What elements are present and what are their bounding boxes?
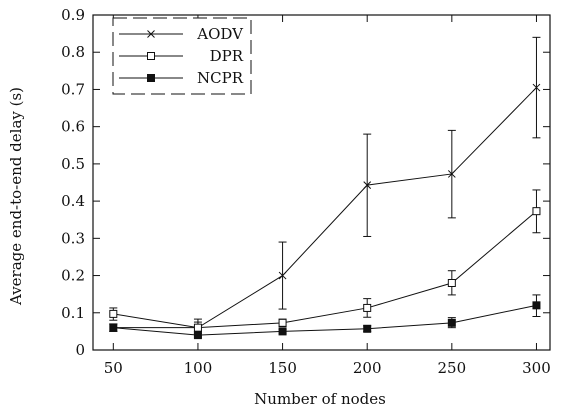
dpr-point (363, 303, 372, 312)
plot-frame (92, 14, 551, 351)
legend-label-aodv: AODV (196, 25, 244, 43)
dpr-point (532, 207, 541, 216)
series-ncpr (109, 294, 541, 340)
y-tick-label: 0.5 (61, 155, 85, 173)
y-tick-label: 0.1 (61, 304, 85, 322)
y-tick-label: 0.3 (61, 229, 85, 247)
legend-item-ncpr: NCPR (119, 69, 244, 87)
y-axis: 0 0.1 0.2 0.3 0.4 0.5 0.6 0.7 0.8 0.9 (61, 6, 550, 359)
x-tick-label: 300 (522, 359, 551, 377)
x-tick-label: 50 (104, 359, 123, 377)
y-tick-label: 0 (75, 341, 85, 359)
legend-marker-aodv (147, 30, 155, 38)
ncpr-point (278, 327, 287, 336)
y-tick-label: 0.8 (61, 43, 85, 61)
aodv-point (363, 181, 372, 189)
y-axis-label: Average end-to-end delay (s) (7, 87, 25, 306)
legend-marker-aodv-stroke-b (147, 30, 155, 38)
legend-item-aodv: AODV (119, 25, 244, 43)
x-tick-label: 200 (353, 359, 382, 377)
y-tick-label: 0.7 (61, 80, 85, 98)
dpr-point (193, 323, 202, 332)
ncpr-point (193, 331, 202, 340)
legend-marker-dpr (147, 52, 155, 60)
x-axis: 50 100 150 200 250 300 (104, 15, 551, 377)
ncpr-point (109, 323, 118, 332)
series-dpr (109, 189, 541, 332)
y-tick-label: 0.6 (61, 118, 85, 136)
ncpr-point (532, 301, 541, 310)
dpr-point (109, 309, 118, 318)
dpr-line (113, 210, 537, 329)
aodv-line (113, 87, 537, 329)
dpr-point (278, 318, 287, 327)
aodv-point-stroke-b (532, 83, 541, 92)
plot-border (92, 14, 551, 351)
y-tick-label: 0.2 (61, 267, 85, 285)
series-layer (109, 36, 541, 340)
legend-label-dpr: DPR (210, 47, 244, 65)
legend: AODV DPR NCPR (112, 17, 252, 95)
legend-label-ncpr: NCPR (197, 69, 244, 87)
x-axis-label: Number of nodes (254, 390, 386, 408)
aodv-point (532, 83, 541, 92)
aodv-point-stroke-b (363, 181, 372, 189)
dpr-point (447, 279, 456, 287)
aodv-point (278, 271, 287, 280)
x-tick-label: 150 (268, 359, 297, 377)
x-tick-label: 250 (438, 359, 467, 377)
y-tick-label: 0.9 (61, 6, 85, 24)
aodv-point-stroke-b (447, 170, 456, 178)
aodv-point (447, 170, 456, 178)
x-tick-label: 100 (184, 359, 213, 377)
ncpr-line (113, 304, 537, 336)
legend-marker-ncpr (147, 74, 155, 82)
legend-item-dpr: DPR (119, 47, 244, 65)
ncpr-point (363, 324, 372, 333)
aodv-point-stroke-b (278, 271, 287, 280)
ncpr-point (447, 318, 456, 327)
y-tick-label: 0.4 (61, 192, 85, 210)
